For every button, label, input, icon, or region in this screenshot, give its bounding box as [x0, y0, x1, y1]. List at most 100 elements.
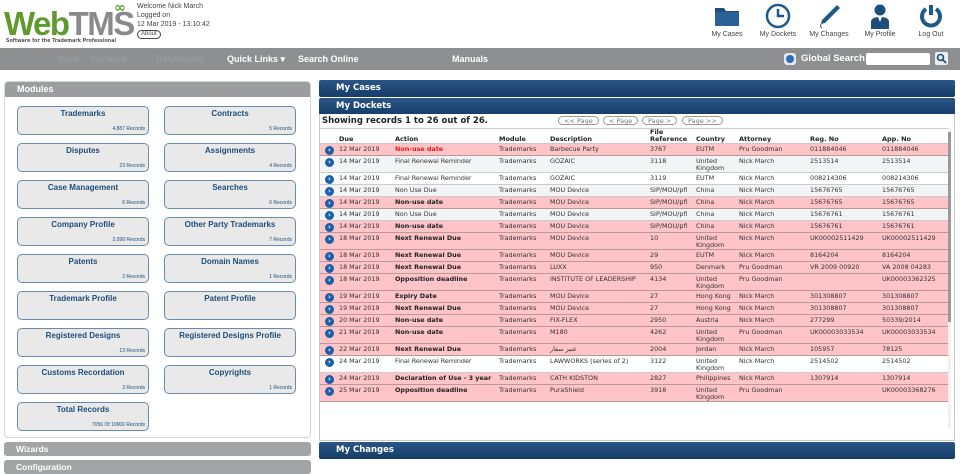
global-search-button[interactable] [935, 52, 948, 65]
table-row[interactable]: › 12 Mar 2019 Non-use date Trademarks Barbec… [320, 143, 950, 156]
my-cases-header[interactable]: My Cases [319, 80, 955, 97]
module-trademark-profile[interactable]: Trademark Profile [17, 291, 149, 320]
module-company-profile[interactable]: Company Profile 2,098 Records [17, 217, 149, 246]
cell-due: 25 Mar 2019 [337, 384, 393, 402]
next-page-button[interactable]: Page > [642, 116, 678, 125]
col-due[interactable]: Due [337, 128, 393, 144]
table-row[interactable]: › 22 Mar 2019 Next Renewal Due Trademarks عن… [320, 343, 950, 356]
open-record-icon[interactable]: › [325, 375, 334, 384]
table-row[interactable]: › 14 Mar 2019 Final Renewal Reminder Tradem… [320, 155, 950, 173]
table-row[interactable]: › 19 Mar 2019 Next Renewal Due Trademarks MO… [320, 302, 950, 315]
module-other-party-trademarks[interactable]: Other Party Trademarks 7 Records [164, 217, 296, 246]
module-customs-recordation[interactable]: Customs Recordation 3 Records [17, 365, 149, 394]
open-record-icon[interactable]: › [325, 346, 334, 355]
dockets-table: Due Action Module Description File Refer… [320, 128, 950, 402]
first-page-button[interactable]: << Page [558, 116, 599, 125]
my-cases-button[interactable]: My Cases [702, 2, 752, 38]
nav-forward[interactable]: Forward [91, 54, 127, 64]
open-record-icon[interactable]: › [325, 305, 334, 314]
table-row[interactable]: › 18 Mar 2019 Next Renewal Due Trademarks MO… [320, 232, 950, 250]
module-copyrights[interactable]: Copyrights 1 Records [164, 365, 296, 394]
module-patents[interactable]: Patents 2 Records [17, 254, 149, 283]
table-row[interactable]: › 24 Mar 2019 Final Renewal Reminder Tradem… [320, 355, 950, 373]
module-registered-designs[interactable]: Registered Designs 13 Records [17, 328, 149, 357]
open-record-icon[interactable]: › [325, 199, 334, 208]
webtms-logo[interactable]: WebTMS ∞ Software for the Trademark Prof… [4, 0, 135, 46]
open-record-icon[interactable]: › [325, 158, 334, 167]
about-button[interactable]: About [137, 30, 161, 39]
my-dockets-header[interactable]: My Dockets [319, 98, 955, 115]
modules-header[interactable]: Modules [5, 82, 310, 97]
table-row[interactable]: › 14 Mar 2019 Non-use date Trademarks MOU De… [320, 196, 950, 209]
table-row[interactable]: › 14 Mar 2019 Final Renewal Reminder Tradem… [320, 172, 950, 185]
module-domain-names[interactable]: Domain Names 1 Records [164, 254, 296, 283]
table-row[interactable]: › 14 Mar 2019 Non-use date Trademarks MOU De… [320, 220, 950, 233]
table-row[interactable]: › 18 Mar 2019 Next Renewal Due Trademarks LU… [320, 261, 950, 274]
open-record-icon[interactable]: › [325, 264, 334, 273]
module-trademarks[interactable]: Trademarks 4,887 Records [17, 106, 149, 135]
module-case-management[interactable]: Case Management 6 Records [17, 180, 149, 209]
table-row[interactable]: › 14 Mar 2019 Non Use Due Trademarks MOU Dev… [320, 184, 950, 197]
open-record-icon[interactable]: › [325, 329, 334, 338]
open-record-icon[interactable]: › [325, 387, 334, 396]
cell-country: China [694, 184, 737, 197]
open-record-icon[interactable]: › [325, 211, 334, 220]
col-module[interactable]: Module [497, 128, 548, 144]
open-record-icon[interactable]: › [325, 358, 334, 367]
dockets-scrollbar[interactable] [948, 128, 951, 428]
log-out-button[interactable]: Log Out [906, 2, 956, 38]
cell-module: Trademarks [497, 184, 548, 197]
module-total-records[interactable]: Total Records 7056 Of 10000 Records [17, 402, 149, 431]
col-action[interactable]: Action [393, 128, 497, 144]
col-country[interactable]: Country [694, 128, 737, 144]
nav-back[interactable]: Back [58, 54, 80, 64]
table-row[interactable]: › 20 Mar 2019 Non-use date Trademarks FIX-FL… [320, 314, 950, 327]
table-row[interactable]: › 21 Mar 2019 Non-use date Trademarks M180 42… [320, 326, 950, 344]
table-row[interactable]: › 19 Mar 2019 Expiry Date Trademarks MOU Dev… [320, 290, 950, 303]
module-searches[interactable]: Searches 6 Records [164, 180, 296, 209]
prev-page-button[interactable]: < Page [603, 116, 639, 125]
open-record-icon[interactable]: › [325, 223, 334, 232]
nav-dashboard[interactable]: Dashboard [156, 54, 204, 64]
my-changes-button[interactable]: My Changes [804, 2, 854, 38]
col-reg-no[interactable]: Reg. No [808, 128, 880, 144]
col-description[interactable]: Description [548, 128, 648, 144]
open-record-icon[interactable]: › [325, 317, 334, 326]
configuration-header[interactable]: Configuration [4, 460, 311, 474]
table-row[interactable]: › 14 Mar 2019 Non Use Due Trademarks MOU Dev… [320, 208, 950, 221]
open-record-icon[interactable]: › [325, 187, 334, 196]
open-record-icon[interactable]: › [325, 293, 334, 302]
module-disputes[interactable]: Disputes 23 Records [17, 143, 149, 172]
open-record-icon[interactable]: › [325, 276, 334, 285]
global-search-input[interactable] [866, 53, 930, 65]
nav-search-online[interactable]: Search Online [298, 54, 359, 64]
nav-manuals[interactable]: Manuals [452, 54, 489, 64]
last-page-button[interactable]: Page >> [682, 116, 723, 125]
col-app-no[interactable]: App. No [880, 128, 950, 144]
module-registered-designs-profile[interactable]: Registered Designs Profile [164, 328, 296, 357]
col-attorney[interactable]: Attorney [737, 128, 808, 144]
my-dockets-button[interactable]: My Dockets [753, 2, 803, 38]
my-changes-header[interactable]: My Changes [319, 442, 955, 459]
logo-web: Web [4, 5, 70, 42]
open-record-icon[interactable]: › [325, 146, 334, 155]
open-record-icon[interactable]: › [325, 235, 334, 244]
scrollbar-thumb[interactable] [948, 132, 951, 322]
open-record-icon[interactable]: › [325, 252, 334, 261]
module-patent-profile[interactable]: Patent Profile [164, 291, 296, 320]
cell-module: Trademarks [497, 220, 548, 233]
global-search-help-icon[interactable] [784, 53, 796, 65]
wizards-header[interactable]: Wizards [4, 442, 311, 456]
cell-description: LAWWORKS (series of 2) [548, 355, 648, 373]
open-record-icon[interactable]: › [325, 175, 334, 184]
table-row[interactable]: › 25 Mar 2019 Opposition deadline Trademark… [320, 384, 950, 402]
table-row[interactable]: › 18 Mar 2019 Next Renewal Due Trademarks MO… [320, 249, 950, 262]
table-row[interactable]: › 24 Mar 2019 Declaration of Use - 3 year T… [320, 372, 950, 385]
cell-country: United Kingdom [694, 355, 737, 373]
module-contracts[interactable]: Contracts 5 Records [164, 106, 296, 135]
module-assignments[interactable]: Assignments 4 Records [164, 143, 296, 172]
my-profile-button[interactable]: My Profile [855, 2, 905, 38]
col-file-reference[interactable]: File Reference [648, 128, 694, 144]
nav-quick-links[interactable]: Quick Links ▾ [227, 54, 286, 64]
table-row[interactable]: › 18 Mar 2019 Opposition deadline Trademark… [320, 273, 950, 291]
